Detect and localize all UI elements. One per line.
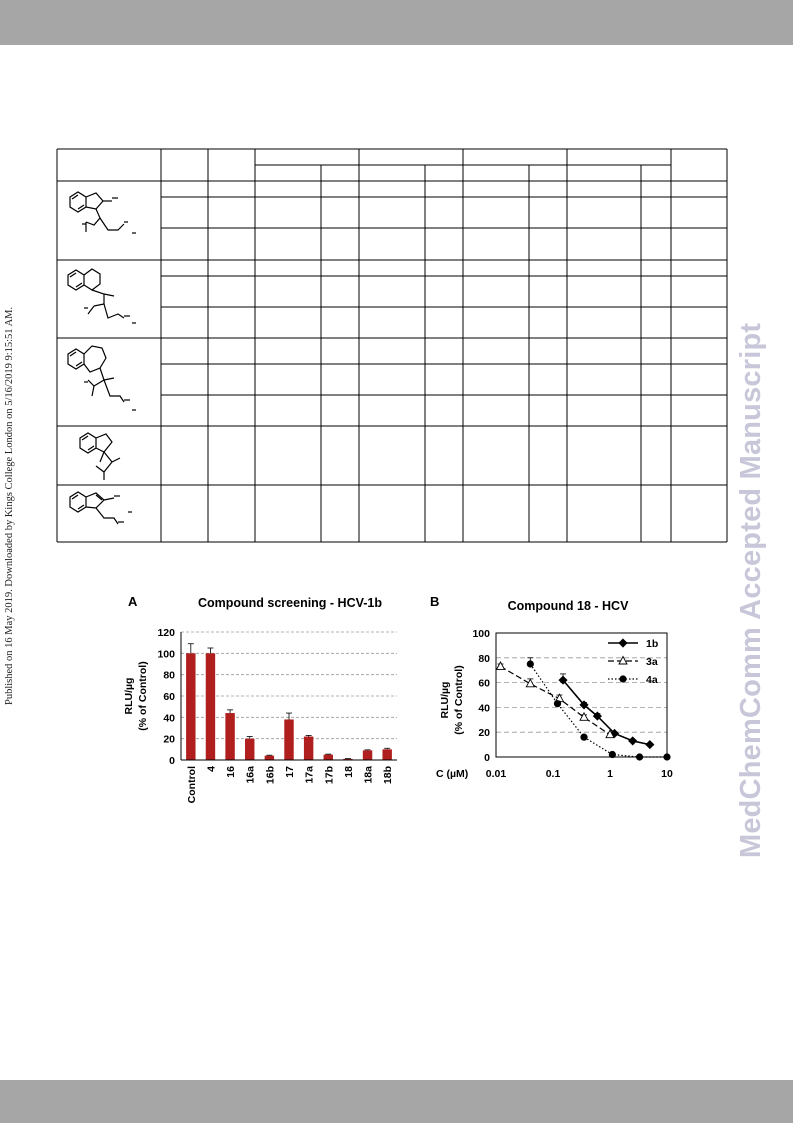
figure-b-legend-label: 3a (646, 656, 658, 668)
figure-b-series-line (500, 665, 611, 736)
figure-a-title: Compound screening - HCV-1b (198, 596, 382, 610)
figure-b-xlabel: C (µM) (436, 768, 468, 780)
figure-a-bar (362, 750, 373, 760)
figure-a-bar (186, 653, 196, 760)
figure-a-bar (284, 719, 294, 760)
structure-drawing-5 (69, 491, 132, 525)
figure-b-marker-circle (580, 733, 588, 741)
figure-a-bar (245, 738, 255, 760)
figure-a-bar (205, 653, 216, 760)
figure-b-marker-diamond (645, 740, 655, 750)
figure-b-marker-diamond (628, 736, 638, 746)
figure-a-xtick-label: 18b (382, 766, 394, 784)
structure-drawing-1 (69, 191, 136, 234)
figure-b-marker-triangle (495, 661, 506, 670)
figure-b-legend-label: 4a (646, 674, 658, 686)
figure-a-ytick-label: 20 (163, 734, 175, 746)
figure-a-xtick-label: 17 (284, 766, 296, 778)
footer-band (0, 1080, 793, 1123)
figure-b-marker-circle (608, 750, 616, 759)
figure-a-ytick-label: 60 (163, 691, 175, 703)
figure-b-plot-frame (495, 632, 668, 758)
figure-b-marker-triangle (605, 729, 615, 739)
figure-b-ylabel-line1: RLU/µg (439, 682, 451, 719)
figure-b-ytick-label: 60 (478, 678, 490, 690)
figure-b-xtick-label: 0.1 (546, 768, 561, 780)
figure-a-xtick-label: 16b (264, 766, 276, 784)
figure-b-ytick-label: 100 (472, 628, 490, 640)
figure-b-ytick-label: 40 (478, 702, 490, 714)
figure-b-marker-diamond (592, 711, 602, 721)
structure-drawing-2 (67, 268, 136, 324)
figure-b-title: Compound 18 - HCV (508, 599, 629, 613)
figure-a-bar (323, 754, 333, 760)
figure-b-ylabel-line2: (% of Control) (453, 665, 465, 734)
figure-a-xtick-label: 18 (343, 766, 355, 778)
figure-a-ytick-label: 120 (157, 627, 175, 639)
table-grid (56, 148, 728, 543)
figure-b-series-line (562, 679, 651, 746)
figure-a-label: A (128, 594, 138, 609)
figure-b-ytick-label: 20 (478, 727, 490, 739)
figure-a-ytick-label: 0 (169, 755, 175, 767)
compound-table (56, 148, 728, 543)
figure-a-ytick-label: 100 (157, 648, 175, 660)
figure-b-marker-circle (553, 700, 562, 708)
figure-b-marker-circle (619, 675, 627, 683)
figure-a-bar (225, 713, 235, 760)
figure-a-ytick-label: 40 (163, 712, 175, 724)
figure-b-marker-triangle (618, 655, 628, 665)
figure-b-series-4a (526, 657, 671, 761)
figure-b-marker-diamond (579, 700, 589, 710)
figure-a-xtick-label: 16a (245, 766, 257, 784)
figure-b-y-axis-title: RLU/µg (% of Control) (439, 665, 465, 734)
figure-b-marker-diamond (558, 675, 568, 685)
figure-b-series-3a (495, 661, 615, 739)
figure-a-xtick-label: Control (186, 766, 198, 803)
figure-b-ytick-label: 0 (484, 752, 490, 764)
figure-b-legend: 1b 3a 4a (608, 638, 658, 686)
figure-a-ytick-label: 80 (163, 670, 175, 682)
structure-drawing-3 (67, 345, 136, 411)
figure-a-bar (264, 755, 275, 760)
figure-b-xtick-label: 1 (607, 768, 613, 780)
figure-a-ylabel-line2: (% of Control) (137, 661, 149, 730)
figure-b-xtick-label: 0.01 (486, 768, 507, 780)
figure-a-bar (382, 749, 392, 760)
figure-b-ytick-label: 80 (478, 653, 490, 665)
figure-a-xtick-label: 18a (363, 766, 375, 784)
figure-a-ylabel-line1: RLU/µg (123, 678, 135, 715)
figure-b-marker-triangle (579, 711, 589, 721)
figure-a-xtick-label: 17b (323, 766, 335, 784)
figure-b-label: B (430, 594, 439, 609)
figure-a-bar (303, 736, 314, 760)
figure-a-xtick-label: 4 (205, 766, 217, 772)
figure-b-legend-label: 1b (646, 638, 658, 650)
header-band (0, 0, 793, 45)
figure-a-bar (343, 758, 353, 760)
figure-b-marker-circle (526, 660, 534, 668)
figure-a-y-axis-title: RLU/µg (% of Control) (123, 661, 149, 730)
figure-a-xtick-label: 16 (225, 766, 237, 778)
structure-drawing-4 (79, 432, 121, 480)
figure-b-xtick-label: 10 (661, 768, 673, 780)
figure-b-marker-triangle (525, 678, 536, 688)
figure-a-xtick-label: 17a (304, 766, 316, 784)
figure-b-marker-diamond (618, 638, 628, 648)
